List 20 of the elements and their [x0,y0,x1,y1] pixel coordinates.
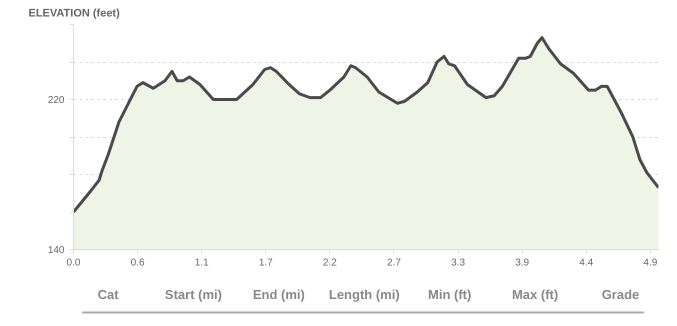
chart-title: ELEVATION (feet) [28,8,120,20]
x-tick-label: 1.7 [258,258,274,268]
text: End (mi) [252,287,305,302]
text: Start (mi) [164,287,222,302]
text: Min (ft) [428,287,472,302]
y-tick-label: 140 [48,245,65,256]
x-tick-label: 1.1 [194,258,210,268]
x-tick-label: 4.4 [579,258,594,268]
x-tick-label: 2.7 [387,258,402,268]
x-tick-label: 4.9 [643,258,658,268]
text: Cat [98,287,120,302]
x-tick-label: 0.0 [66,258,81,268]
x-tick-label: 2.2 [322,258,338,268]
y-tick-label: 220 [48,95,65,106]
x-tick-label: 3.3 [451,258,466,268]
x-tick-label: 0.6 [130,258,145,268]
text: Length (mi) [328,287,400,302]
text: Max (ft) [512,287,558,302]
x-tick-label: 3.9 [515,258,530,268]
text: Grade [602,287,640,302]
